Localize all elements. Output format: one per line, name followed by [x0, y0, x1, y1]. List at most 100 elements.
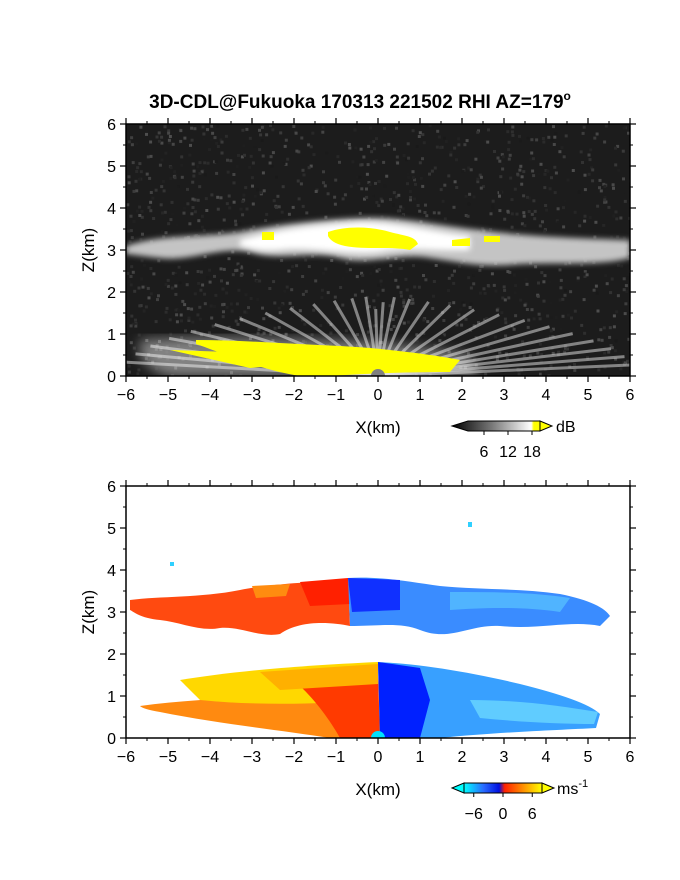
noise-speckle	[609, 344, 613, 348]
noise-speckle	[469, 302, 473, 306]
noise-speckle	[160, 158, 164, 162]
noise-speckle	[505, 357, 509, 360]
noise-speckle	[279, 131, 283, 135]
noise-speckle	[338, 160, 341, 164]
noise-speckle	[408, 190, 412, 193]
noise-speckle	[181, 299, 185, 303]
noise-speckle	[206, 161, 210, 165]
noise-speckle	[144, 285, 148, 288]
noise-speckle	[586, 356, 590, 360]
noise-speckle	[210, 193, 214, 197]
noise-speckle	[170, 286, 174, 290]
noise-speckle	[581, 161, 584, 164]
noise-speckle	[462, 303, 466, 307]
noise-speckle	[186, 202, 190, 206]
noise-speckle	[190, 307, 194, 311]
noise-speckle	[530, 151, 534, 155]
noise-speckle	[553, 165, 557, 169]
noise-speckle	[404, 277, 408, 281]
noise-speckle	[164, 231, 168, 235]
noise-speckle	[581, 131, 585, 135]
noise-speckle	[439, 188, 443, 192]
noise-speckle	[280, 210, 284, 214]
noise-speckle	[198, 161, 202, 165]
noise-speckle	[181, 199, 185, 203]
noise-speckle	[232, 200, 236, 204]
noise-speckle	[186, 307, 190, 311]
noise-speckle	[582, 298, 586, 302]
noise-speckle	[389, 198, 392, 201]
noise-speckle	[508, 153, 512, 157]
noise-speckle	[447, 276, 451, 280]
noise-speckle	[411, 176, 415, 180]
noise-speckle	[603, 351, 607, 355]
noise-speckle	[360, 163, 364, 167]
noise-speckle	[140, 259, 144, 263]
noise-speckle	[145, 129, 149, 133]
x-tick-label: −5	[159, 749, 177, 766]
noise-speckle	[174, 284, 178, 288]
noise-speckle	[377, 283, 381, 287]
noise-speckle	[402, 321, 406, 325]
noise-speckle	[213, 124, 216, 128]
noise-speckle	[607, 331, 611, 335]
x-tick-label: 3	[500, 387, 509, 404]
noise-speckle	[512, 273, 516, 277]
y-tick-label: 4	[107, 563, 116, 580]
noise-speckle	[169, 166, 173, 170]
noise-speckle	[282, 162, 286, 166]
noise-speckle	[354, 146, 358, 150]
noise-speckle	[501, 155, 505, 159]
noise-speckle	[432, 211, 436, 215]
noise-speckle	[548, 187, 552, 191]
noise-speckle	[532, 317, 536, 321]
noise-speckle	[249, 154, 253, 158]
noise-speckle	[188, 153, 192, 157]
noise-speckle	[504, 334, 508, 338]
noise-speckle	[494, 289, 498, 293]
noise-speckle	[543, 229, 547, 233]
noise-speckle	[421, 184, 425, 188]
noise-speckle	[249, 297, 253, 300]
noise-speckle	[127, 370, 131, 374]
noise-speckle	[302, 173, 306, 177]
noise-speckle	[603, 200, 607, 204]
noise-speckle	[627, 337, 630, 341]
noise-speckle	[290, 288, 294, 292]
noise-speckle	[472, 195, 476, 199]
x-tick-label: −4	[201, 387, 219, 404]
y-axis-label: Z(km)	[79, 228, 98, 272]
noise-speckle	[191, 197, 195, 201]
noise-speckle	[372, 198, 376, 201]
noise-speckle	[129, 275, 133, 278]
noise-speckle	[411, 301, 415, 305]
noise-speckle	[241, 213, 245, 217]
noise-speckle	[466, 352, 470, 356]
noise-speckle	[623, 312, 627, 316]
noise-speckle	[374, 158, 378, 162]
colorbar-arrow-left	[450, 782, 465, 794]
noise-speckle	[466, 214, 470, 218]
noise-speckle	[615, 217, 619, 221]
noise-speckle	[253, 145, 257, 149]
x-tick-label: −6	[117, 749, 135, 766]
noise-speckle	[291, 265, 295, 269]
noise-speckle	[166, 333, 170, 337]
noise-speckle	[399, 290, 403, 294]
noise-speckle	[467, 276, 471, 280]
noise-speckle	[459, 308, 463, 312]
noise-speckle	[260, 125, 264, 129]
noise-speckle	[236, 322, 240, 326]
noise-speckle	[180, 336, 184, 340]
x-tick-label: −1	[327, 749, 345, 766]
noise-speckle	[527, 196, 531, 200]
noise-speckle	[583, 219, 587, 223]
noise-speckle	[576, 276, 580, 280]
noise-speckle	[461, 301, 465, 305]
noise-speckle	[130, 236, 134, 240]
noise-speckle	[443, 217, 447, 221]
noise-speckle	[137, 368, 141, 372]
x-tick-label: 6	[626, 749, 635, 766]
noise-speckle	[478, 268, 482, 272]
noise-speckle	[407, 156, 411, 160]
